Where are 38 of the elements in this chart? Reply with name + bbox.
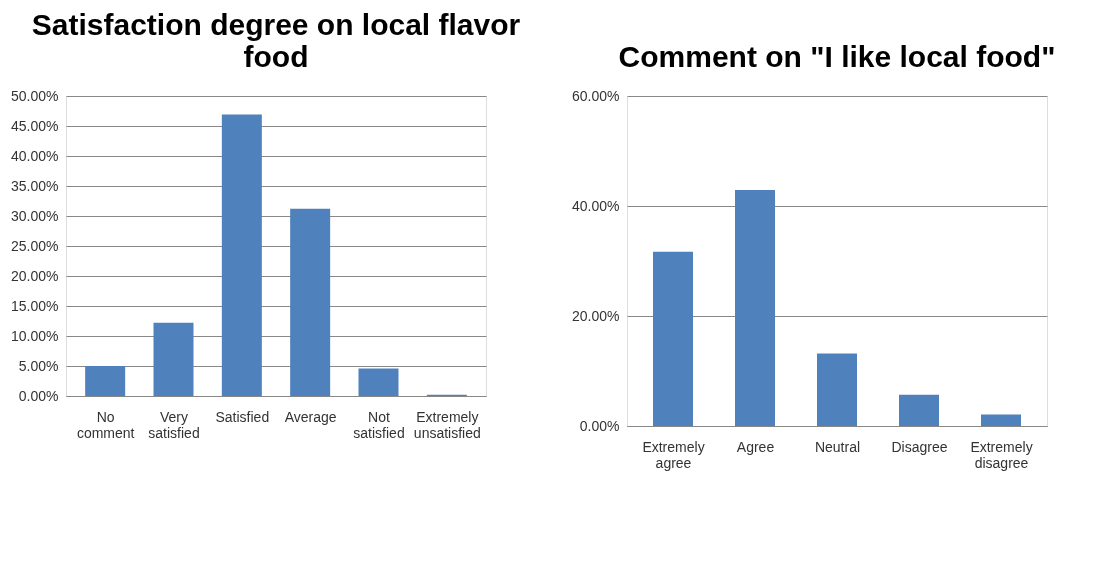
y-tick-label: 5.00%: [18, 357, 59, 374]
chart-title: Satisfaction degree on local flavor food: [31, 8, 521, 73]
bar: [153, 322, 194, 396]
bar: [358, 368, 399, 396]
y-tick-label: 45.00%: [11, 117, 59, 134]
x-tick-label: Not satisfied: [353, 408, 405, 441]
x-tick-label: Satisfied: [215, 408, 270, 425]
x-tick-label: Extremely disagree: [970, 438, 1033, 471]
y-tick-label: 50.00%: [11, 87, 59, 104]
x-tick-label: Very satisfied: [148, 408, 200, 441]
y-tick-label: 10.00%: [11, 327, 59, 344]
bar: [981, 414, 1021, 426]
y-tick-label: 60.00%: [572, 87, 620, 104]
bar: [653, 251, 693, 426]
bar: [817, 353, 857, 426]
y-tick-label: 35.00%: [11, 177, 59, 194]
bar: [221, 114, 262, 396]
x-tick-label: Extremely unsatisfied: [413, 408, 481, 441]
chart-title: Comment on "I like local food": [618, 40, 1056, 73]
x-tick-label: No comment: [76, 408, 135, 441]
y-tick-label: 30.00%: [11, 207, 59, 224]
x-tick-label: Agree: [736, 438, 775, 455]
x-tick-label: Average: [284, 408, 337, 425]
bar: [899, 394, 939, 426]
bar: [85, 366, 126, 396]
x-tick-label: Neutral: [814, 438, 861, 455]
y-tick-label: 20.00%: [11, 267, 59, 284]
bar: [735, 190, 775, 426]
y-tick-label: 25.00%: [11, 237, 59, 254]
y-tick-label: 40.00%: [572, 197, 620, 214]
bar: [290, 208, 331, 396]
y-tick-label: 0.00%: [18, 387, 59, 404]
y-tick-label: 15.00%: [11, 297, 59, 314]
y-tick-label: 20.00%: [572, 307, 620, 324]
x-tick-label: Extremely agree: [642, 438, 705, 471]
y-tick-label: 0.00%: [579, 417, 620, 434]
x-tick-label: Disagree: [891, 438, 948, 455]
y-tick-label: 40.00%: [11, 147, 59, 164]
